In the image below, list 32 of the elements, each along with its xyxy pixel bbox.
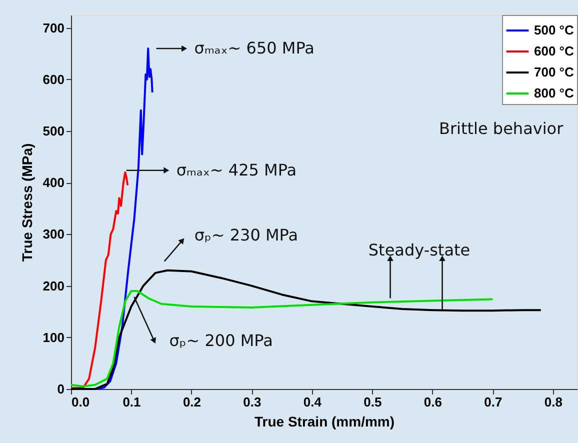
y-tick-label: 500 bbox=[42, 124, 64, 139]
annotation: σₚ~ 230 MPa bbox=[194, 225, 298, 244]
y-tick-label: 600 bbox=[42, 72, 64, 87]
x-tick-label: 0.6 bbox=[424, 394, 442, 410]
line-series bbox=[70, 171, 129, 389]
legend-label: 500 °C bbox=[534, 22, 574, 38]
x-tick-label: 0.1 bbox=[122, 394, 141, 410]
legend-label: 800 °C bbox=[534, 86, 574, 100]
line-series bbox=[70, 290, 494, 388]
x-tick-label: 0.2 bbox=[182, 394, 202, 410]
x-tick-label: 0.3 bbox=[243, 394, 262, 410]
x-tick-label: 0.8 bbox=[544, 394, 562, 410]
y-tick-label: 300 bbox=[42, 226, 64, 242]
annotation: σₘₐₓ~ 425 MPa bbox=[176, 160, 297, 180]
annotation: Steady-state bbox=[368, 240, 470, 260]
y-tick-label: 0 bbox=[57, 382, 64, 396]
y-tick-label: 400 bbox=[42, 175, 64, 190]
y-tick-label: 700 bbox=[42, 20, 64, 36]
y-axis-title: True Stress (MPa) bbox=[18, 143, 35, 262]
x-tick-label: 0.7 bbox=[484, 394, 502, 410]
y-tick-label: 200 bbox=[42, 278, 64, 294]
annotation: Brittle behavior bbox=[439, 119, 564, 138]
line-series bbox=[70, 269, 542, 390]
x-tick-label: 0.5 bbox=[364, 394, 382, 410]
x-tick-label: 0.0 bbox=[72, 394, 90, 410]
annotation: σₚ~ 200 MPa bbox=[169, 330, 273, 350]
x-axis-title: True Strain (mm/mm) bbox=[254, 414, 395, 430]
legend-label: 700 °C bbox=[534, 64, 574, 80]
annotation: σₘₐₓ~ 650 MPa bbox=[194, 38, 314, 58]
y-tick-label: 100 bbox=[42, 330, 64, 345]
legend-label: 600 °C bbox=[534, 44, 574, 58]
x-tick-label: 0.4 bbox=[303, 394, 322, 410]
